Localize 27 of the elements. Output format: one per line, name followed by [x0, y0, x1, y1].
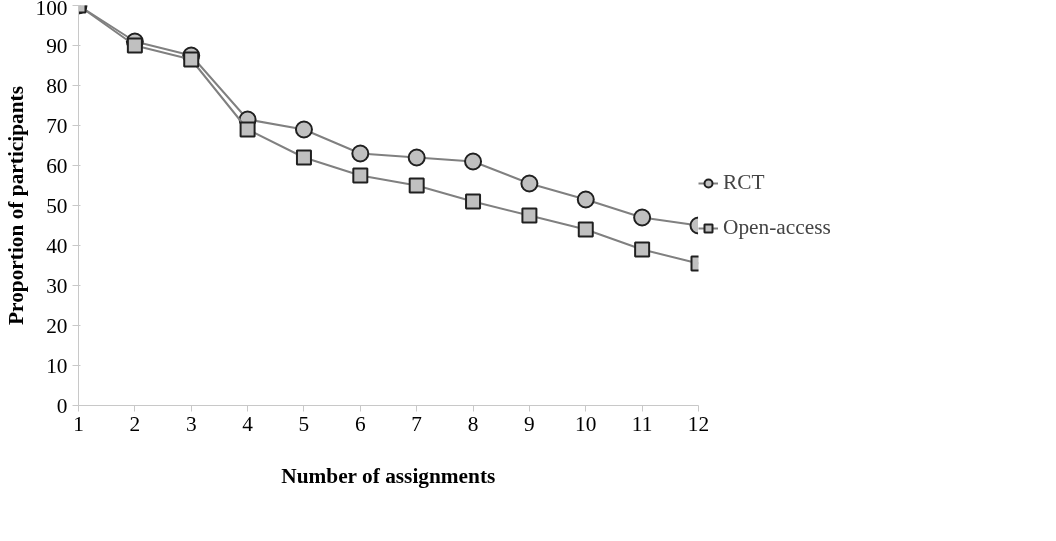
y-tick-label: 0 — [56, 393, 68, 418]
x-tick-label: 4 — [242, 411, 254, 436]
y-tick-label: 90 — [46, 33, 68, 58]
y-tick-label: 100 — [35, 0, 68, 20]
x-tick-label: 12 — [687, 411, 710, 436]
x-tick-label: 3 — [185, 411, 197, 436]
y-tick-label: 80 — [46, 73, 68, 98]
x-tick-label: 8 — [467, 411, 479, 436]
legend-label: RCT — [723, 170, 765, 195]
legend-label: Open-access — [723, 215, 831, 240]
y-tick-label: 10 — [46, 353, 68, 378]
x-tick-label: 7 — [411, 411, 423, 436]
x-tick-label: 6 — [354, 411, 366, 436]
x-tick-label: 2 — [129, 411, 141, 436]
x-tick-label: 11 — [631, 411, 653, 436]
y-tick-label: 70 — [46, 113, 68, 138]
y-tick-label: 60 — [46, 153, 68, 178]
y-tick-label: 20 — [46, 313, 68, 338]
y-tick-label: 30 — [46, 273, 68, 298]
x-tick-label: 1 — [73, 411, 84, 436]
y-axis-title: Proportion of participants — [3, 86, 28, 325]
x-tick-label: 5 — [298, 411, 310, 436]
x-tick-label: 10 — [575, 411, 597, 436]
y-tick-label: 40 — [46, 233, 68, 258]
x-axis-title: Number of assignments — [281, 463, 496, 488]
x-tick-label: 9 — [524, 411, 535, 436]
y-tick-label: 50 — [46, 193, 68, 218]
